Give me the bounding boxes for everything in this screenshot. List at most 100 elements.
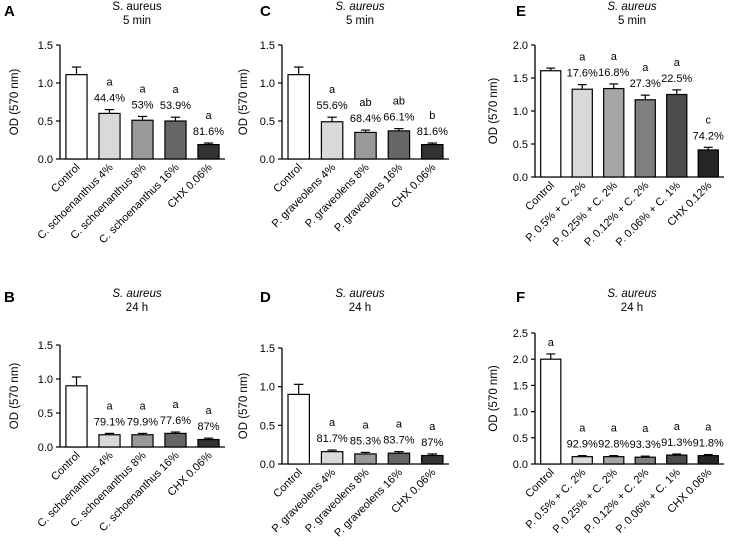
bar xyxy=(65,385,88,448)
panel-letter: A xyxy=(4,3,15,20)
bar xyxy=(354,453,377,465)
y-axis-label: OD (570 nm) xyxy=(488,365,500,432)
reduction-label: 53.9% xyxy=(160,100,191,112)
significance-letter: a xyxy=(674,421,681,433)
y-tick-label: 0.0 xyxy=(513,172,528,184)
bar xyxy=(603,87,625,178)
bar xyxy=(164,432,187,448)
bar xyxy=(540,70,562,178)
bar xyxy=(666,93,688,178)
y-tick-label: 0.0 xyxy=(38,154,53,166)
reduction-label: 53% xyxy=(131,99,153,111)
bar xyxy=(421,143,444,160)
significance-letter: a xyxy=(642,423,649,435)
chart-subtitle: 5 min xyxy=(346,15,374,27)
significance-letter: a xyxy=(611,423,618,435)
y-tick-label: 0.5 xyxy=(513,433,528,445)
y-tick-label: 1.5 xyxy=(38,340,53,352)
significance-letter: a xyxy=(579,423,586,435)
significance-letter: a xyxy=(172,399,179,411)
reduction-label: 91.3% xyxy=(661,437,692,449)
chart-subtitle: 24 h xyxy=(621,302,643,314)
y-tick-label: 1.5 xyxy=(513,73,528,85)
significance-letter: a xyxy=(106,400,113,412)
bar xyxy=(571,456,593,465)
significance-letter: a xyxy=(172,84,179,96)
y-axis-label: OD (570 nm) xyxy=(9,363,21,430)
y-tick-label: 1.5 xyxy=(260,40,275,52)
significance-letter: a xyxy=(139,83,146,95)
chart-subtitle: 24 h xyxy=(126,302,148,314)
bar xyxy=(634,456,656,465)
significance-letter: a xyxy=(329,417,336,429)
chart-title: S. aureus xyxy=(607,1,656,13)
significance-letter: a xyxy=(611,51,618,63)
reduction-label: 93.3% xyxy=(630,439,661,451)
bar xyxy=(65,74,88,160)
chart-subtitle: 5 min xyxy=(618,15,646,27)
y-tick-label: 0.0 xyxy=(38,442,53,454)
reduction-label: 77.6% xyxy=(160,415,191,427)
bar xyxy=(131,434,154,448)
y-tick-label: 0.5 xyxy=(513,139,528,151)
y-tick-label: 0.5 xyxy=(260,116,275,128)
reduction-label: 87% xyxy=(197,421,219,433)
panel-letter: B xyxy=(4,289,15,306)
bar xyxy=(354,131,377,160)
significance-letter: a xyxy=(705,422,712,434)
bar xyxy=(98,434,121,448)
significance-letter: a xyxy=(329,84,336,96)
bar xyxy=(320,451,344,465)
reduction-label: 92.9% xyxy=(567,439,598,451)
x-tick-label: Control xyxy=(271,467,305,501)
y-tick-label: 0.0 xyxy=(260,459,275,471)
y-tick-label: 2.5 xyxy=(513,328,528,340)
significance-letter: a xyxy=(429,421,436,433)
bar xyxy=(287,74,310,160)
panel-d: D S. aureus 24 h OD (570 nm) 0.0 0.5 1.0 1.5 Con… xyxy=(238,288,449,539)
reduction-label: 27.3% xyxy=(630,78,661,90)
y-tick-label: 0.5 xyxy=(38,116,53,128)
bar xyxy=(603,456,625,465)
bar xyxy=(320,121,344,160)
significance-letter: a xyxy=(548,337,555,349)
reduction-label: 55.6% xyxy=(316,100,347,112)
reduction-label: 92.8% xyxy=(598,439,629,451)
chart-subtitle: 5 min xyxy=(123,15,151,27)
y-tick-label: 2.0 xyxy=(513,40,528,52)
significance-letter: a xyxy=(674,57,681,69)
bar xyxy=(287,393,310,465)
reduction-label: 79.1% xyxy=(94,416,125,428)
reduction-label: 91.8% xyxy=(693,438,724,450)
bar xyxy=(197,143,220,160)
reduction-label: 68.4% xyxy=(350,113,381,125)
reduction-label: 81.6% xyxy=(193,126,224,138)
reduction-label: 87% xyxy=(421,437,443,449)
panel-letter: F xyxy=(516,289,525,306)
reduction-label: 79.9% xyxy=(127,416,158,428)
bar xyxy=(164,120,187,160)
bar xyxy=(697,455,719,465)
chart-subtitle: 24 h xyxy=(349,302,371,314)
significance-letter: a xyxy=(106,77,113,89)
bar xyxy=(666,454,688,465)
significance-letter: ab xyxy=(359,97,371,109)
panel-letter: D xyxy=(260,289,271,306)
y-tick-label: 1.0 xyxy=(38,78,53,90)
significance-letter: b xyxy=(429,110,435,122)
bar xyxy=(197,438,220,448)
significance-letter: a xyxy=(205,110,212,122)
y-tick-label: 1.5 xyxy=(38,40,53,52)
y-tick-label: 0.0 xyxy=(513,459,528,471)
bar xyxy=(387,130,411,160)
bar xyxy=(571,88,593,178)
y-tick-label: 1.0 xyxy=(513,407,528,419)
reduction-label: 81.6% xyxy=(417,126,448,138)
significance-letter: a xyxy=(579,52,586,64)
significance-letter: a xyxy=(642,62,649,74)
significance-letter: ab xyxy=(393,96,405,108)
significance-letter: c xyxy=(706,114,712,126)
y-tick-label: 1.0 xyxy=(38,374,53,386)
y-axis-label: OD (570 nm) xyxy=(9,69,21,136)
